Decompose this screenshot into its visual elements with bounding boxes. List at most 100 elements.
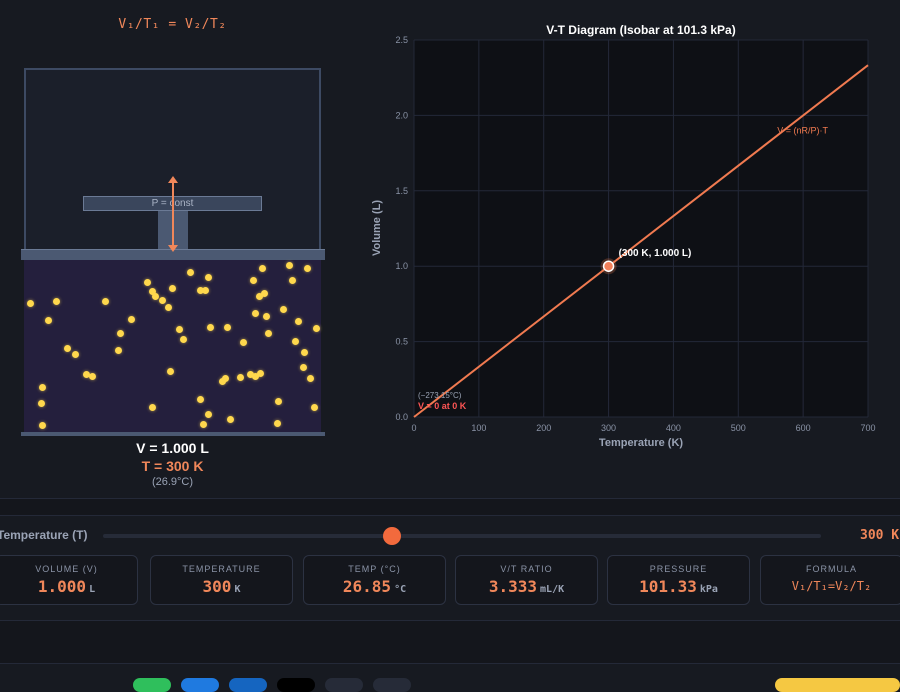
vt-chart: 0 100 200 300 400 500 600 700 0.0 0.5 1.0 1.5 2.0 2.5…: [371, 23, 876, 449]
share-button-gray[interactable]: [325, 678, 363, 692]
card-value: 300 K: [202, 577, 241, 596]
x-axis-label: Temperature (K): [599, 437, 683, 449]
share-button-green[interactable]: [133, 678, 171, 692]
gas-particle: [251, 372, 259, 380]
gas-particle: [299, 363, 307, 371]
gas-particle: [101, 297, 109, 305]
x-tick-label: 100: [471, 423, 486, 433]
gas-particle: [204, 273, 212, 281]
gas-particle: [255, 292, 263, 300]
piston-arrow-icon: [168, 176, 178, 252]
temperature-slider-thumb[interactable]: [383, 527, 401, 545]
gas-particle: [44, 316, 52, 324]
gas-particle: [294, 317, 302, 325]
formula-header: V₁/T₁ = V₂/T₂: [118, 17, 227, 32]
share-button-darkblue[interactable]: [229, 678, 267, 692]
card-temp-celsius: TEMP (°C) 26.85 °C: [303, 555, 446, 605]
temperature-slider-track[interactable]: [103, 534, 821, 538]
gas-particle: [300, 348, 308, 356]
gas-particle: [223, 323, 231, 331]
gas-particle: [256, 369, 264, 377]
card-value: V₁/T₁=V₂/T₂: [791, 579, 872, 593]
x-tick-label: 400: [666, 423, 681, 433]
y-tick-label: 2.0: [395, 110, 408, 120]
card-formula: FORMULA V₁/T₁=V₂/T₂: [760, 555, 900, 605]
card-value: 101.33 kPa: [639, 577, 718, 596]
card-value: 3.333 mL/K: [488, 577, 565, 596]
gas-particle: [179, 335, 187, 343]
gas-particle: [158, 296, 166, 304]
gas-particle: [199, 420, 207, 428]
y-tick-label: 1.0: [395, 261, 408, 271]
gas-particle: [175, 325, 183, 333]
card-pressure: PRESSURE 101.33 kPa: [607, 555, 750, 605]
x-tick-label: 200: [536, 423, 551, 433]
gas-particle: [204, 410, 212, 418]
current-point[interactable]: [602, 260, 615, 272]
y-tick-label: 0.0: [395, 412, 408, 422]
gas-particle: [186, 268, 194, 276]
series-line: [413, 64, 869, 418]
card-temperature: TEMPERATURE 300 K: [150, 555, 293, 605]
origin-annotation-celsius: (−273.15°C): [418, 391, 462, 400]
gas-particle: [226, 415, 234, 423]
gas-particle: [251, 309, 259, 317]
gas-particle: [239, 338, 247, 346]
card-label: FORMULA: [805, 564, 857, 574]
gas-particle: [196, 395, 204, 403]
y-tick-label: 1.5: [395, 186, 408, 196]
gas-particle: [310, 403, 318, 411]
card-value: 26.85 °C: [342, 577, 407, 596]
series-label: V = (nR/P)·T: [777, 125, 828, 135]
card-label: VOLUME (V): [35, 564, 98, 574]
chart-title: V-T Diagram (Isobar at 101.3 kPa): [546, 23, 735, 37]
card-volume: VOLUME (V) 1.000 L: [0, 555, 138, 605]
share-button-gray-2[interactable]: [373, 678, 411, 692]
gas-particle: [116, 329, 124, 337]
card-vt-ratio: V/T RATIO 3.333 mL/K: [455, 555, 598, 605]
x-tick-label: 0: [411, 423, 416, 433]
gas-particle: [52, 297, 60, 305]
card-label: TEMPERATURE: [182, 564, 261, 574]
plot-area: [414, 40, 868, 417]
gas-particle: [279, 305, 287, 313]
gas-particle: [201, 286, 209, 294]
gas-particle: [288, 276, 296, 284]
divider-band: [0, 498, 900, 516]
gas-particle: [258, 264, 266, 272]
gas-particle: [26, 299, 34, 307]
chart-grid: [413, 39, 869, 418]
gas-particle: [260, 289, 268, 297]
gas-particle: [291, 337, 299, 345]
gas-particle: [151, 292, 159, 300]
gas-particle: [143, 278, 151, 286]
gas-particle: [127, 315, 135, 323]
share-button-black[interactable]: [277, 678, 315, 692]
gas-particle: [246, 370, 254, 378]
gas-particle: [249, 276, 257, 284]
gas-particle: [206, 323, 214, 331]
card-label: PRESSURE: [649, 564, 708, 574]
slider-value: 300 K: [860, 528, 900, 543]
x-tick-label: 600: [796, 423, 811, 433]
gas-particle: [312, 324, 320, 332]
y-tick-label: 0.5: [395, 337, 408, 347]
volume-readout: V = 1.000 L: [136, 440, 209, 456]
action-button-yellow[interactable]: [775, 678, 900, 692]
x-tick-label: 500: [731, 423, 746, 433]
gas-particle: [63, 344, 71, 352]
y-tick-label: 2.5: [395, 35, 408, 45]
celsius-readout: (26.9°C): [151, 476, 194, 488]
card-label: V/T RATIO: [500, 564, 553, 574]
cylinder-bottom: [21, 432, 325, 436]
temperature-readout: T = 300 K: [141, 458, 204, 474]
share-button-blue[interactable]: [181, 678, 219, 692]
gas-particle: [148, 287, 156, 295]
origin-annotation: V = 0 at 0 K: [418, 401, 467, 411]
footer-band: [0, 620, 900, 664]
gas-particle: [37, 399, 45, 407]
gas-particle: [274, 397, 282, 405]
gas-particle: [164, 303, 172, 311]
gas-particle: [88, 372, 96, 380]
gas-particle: [38, 421, 46, 429]
